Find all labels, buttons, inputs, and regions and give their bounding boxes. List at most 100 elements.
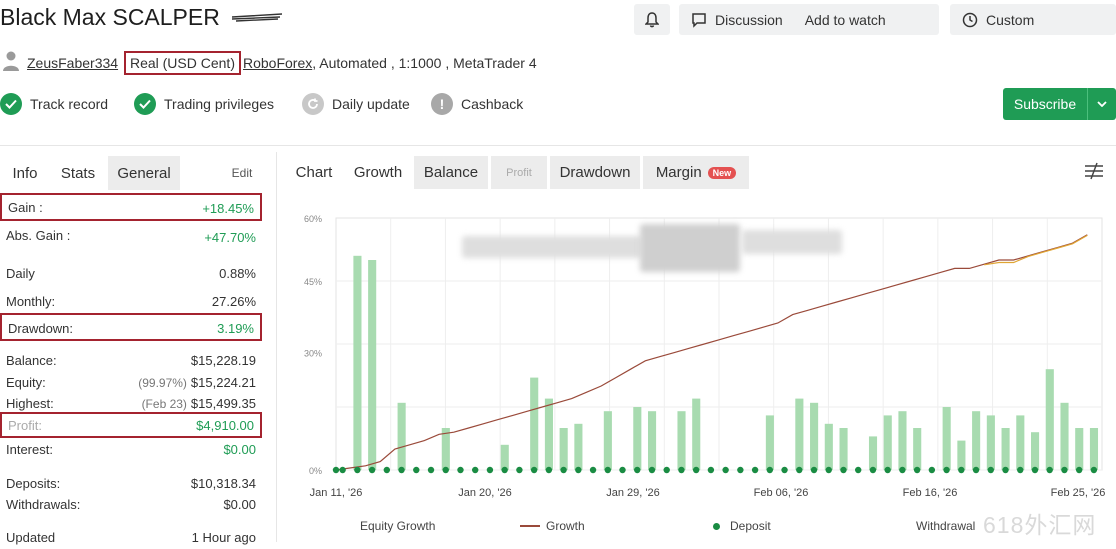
stat-row-monthly: Monthly: 27.26% xyxy=(6,294,256,309)
x-tick-label: Feb 16, '26 xyxy=(903,487,958,499)
equity-growth-bar xyxy=(1045,369,1054,470)
subscribe-label: Subscribe xyxy=(1013,96,1077,112)
equity-growth-bars xyxy=(353,255,1099,470)
section-divider xyxy=(0,145,1116,146)
deposit-dot xyxy=(943,466,950,474)
stat-row-daily: Daily 0.88% xyxy=(6,266,256,281)
equity-growth-bar xyxy=(559,428,568,470)
stat-row-equity: Equity: (99.97%) $15,224.21 xyxy=(6,375,256,390)
equity-growth-bar xyxy=(441,428,450,470)
tab-drawdown[interactable]: Drawdown xyxy=(550,156,640,189)
deposit-dot xyxy=(722,466,729,474)
deposit-dot xyxy=(368,466,376,474)
deposit-dot xyxy=(1002,466,1009,474)
deposit-dot xyxy=(855,466,862,474)
verification-label: Trading privileges xyxy=(164,96,274,112)
equity-growth-bar xyxy=(574,423,583,470)
redaction-scribble xyxy=(232,13,282,22)
x-tick-label: Jan 20, '26 xyxy=(458,487,511,499)
custom-button[interactable]: Custom xyxy=(950,4,1116,35)
y-tick-label: 45% xyxy=(304,277,322,287)
verification-label: Daily update xyxy=(332,96,410,112)
deposit-dot xyxy=(501,466,508,474)
page-title: Black Max SCALPER xyxy=(0,4,220,30)
deposit-dot xyxy=(899,466,906,474)
stat-row-drawdown: Drawdown: 3.19% xyxy=(0,313,262,341)
equity-growth-bar xyxy=(368,260,377,470)
equity-growth-bar xyxy=(544,398,553,470)
deposit-dot xyxy=(516,466,523,474)
deposit-dot xyxy=(648,466,656,474)
x-axis-labels: Jan 11, '26 Jan 20, '26 Jan 29, '26 Feb 06,… xyxy=(310,487,1106,499)
custom-label: Custom xyxy=(986,11,1035,28)
deposit-dot xyxy=(928,466,936,474)
stat-row-highest: Highest: (Feb 23) $15,499.35 xyxy=(6,396,256,411)
tab-edit[interactable]: Edit xyxy=(231,166,253,180)
equity-growth-bar xyxy=(765,415,774,470)
deposit-dot xyxy=(869,466,877,474)
equity-growth-bar xyxy=(942,407,951,470)
notification-button[interactable] xyxy=(634,4,670,35)
deposit-dot xyxy=(472,466,479,474)
legend-growth[interactable]: Growth xyxy=(520,519,585,533)
equity-growth-bar xyxy=(839,428,848,470)
deposit-dot xyxy=(575,466,582,474)
tab-profit[interactable]: Profit xyxy=(491,156,547,189)
chevron-down-icon[interactable] xyxy=(1088,101,1116,107)
watermark: 618外汇网 xyxy=(983,512,1097,538)
deposit-dot xyxy=(692,466,700,474)
equity-growth-bar xyxy=(1001,428,1010,470)
verification-daily-update[interactable]: Daily update xyxy=(302,92,410,116)
equity-growth-bar xyxy=(957,440,966,470)
deposit-dot xyxy=(354,466,361,474)
verification-label: Cashback xyxy=(461,96,524,112)
tab-margin[interactable]: Margin New xyxy=(643,156,749,189)
verification-track-record[interactable]: Track record xyxy=(0,92,108,116)
chart-settings-icon[interactable] xyxy=(1083,161,1105,181)
add-to-watch-label[interactable]: Add to watch xyxy=(804,11,886,28)
tab-stats[interactable]: Stats xyxy=(60,164,96,182)
tab-balance[interactable]: Balance xyxy=(414,156,488,189)
equity-growth-bar xyxy=(795,398,804,470)
verification-trading-privileges[interactable]: Trading privileges xyxy=(134,92,274,116)
verification-cashback[interactable]: ! Cashback xyxy=(431,92,523,116)
tab-general[interactable]: General xyxy=(108,156,180,190)
deposit-dot xyxy=(457,466,464,474)
stat-row-abs-gain: Abs. Gain : +47.70% xyxy=(6,228,256,245)
growth-chart: 60% 45% 30% 0% Jan 11, '26 Jan 20, '26 Jan 29… xyxy=(304,214,1106,499)
deposit-dot xyxy=(589,466,597,474)
alert-icon: ! xyxy=(431,93,453,115)
deposit-dot xyxy=(707,466,715,474)
legend-deposit[interactable]: Deposit xyxy=(713,519,771,533)
user-link[interactable]: ZeusFaber334 xyxy=(27,55,119,71)
tab-growth[interactable]: Growth xyxy=(353,164,403,181)
account-info: ZeusFaber334 Real (USD Cent) RoboForex, A… xyxy=(27,51,537,75)
deposit-dot xyxy=(958,466,965,474)
discuss-watch-button[interactable]: Discussion Add to watch xyxy=(679,4,939,35)
broker-link[interactable]: RoboForex xyxy=(242,55,313,71)
subscribe-button[interactable]: Subscribe xyxy=(1003,88,1116,120)
deposit-dot xyxy=(1017,466,1024,474)
y-tick-label: 60% xyxy=(304,214,322,224)
refresh-icon xyxy=(302,93,324,115)
equity-growth-bar xyxy=(883,415,892,470)
deposit-dot xyxy=(427,466,435,474)
legend-withdrawal[interactable]: Withdrawal xyxy=(916,519,976,533)
deposit-dot xyxy=(1061,466,1068,474)
deposit-dot xyxy=(1031,466,1039,474)
tab-info[interactable]: Info xyxy=(12,164,38,182)
equity-growth-bar xyxy=(500,444,509,470)
stat-row-profit: Profit: $4,910.00 xyxy=(0,412,262,438)
y-tick-label: 0% xyxy=(309,466,322,476)
deposit-dot xyxy=(634,466,641,474)
deposit-dot xyxy=(840,466,847,474)
tab-chart[interactable]: Chart xyxy=(295,164,333,181)
user-avatar-icon xyxy=(3,51,19,71)
equity-growth-bar xyxy=(1089,428,1099,470)
deposit-dot xyxy=(486,466,494,474)
legend-equity-growth[interactable]: Equity Growth xyxy=(360,519,436,533)
deposit-dot xyxy=(972,466,980,474)
equity-growth-bar xyxy=(1030,432,1040,470)
equity-growth-bar xyxy=(1016,415,1025,470)
deposit-dot xyxy=(398,466,405,474)
